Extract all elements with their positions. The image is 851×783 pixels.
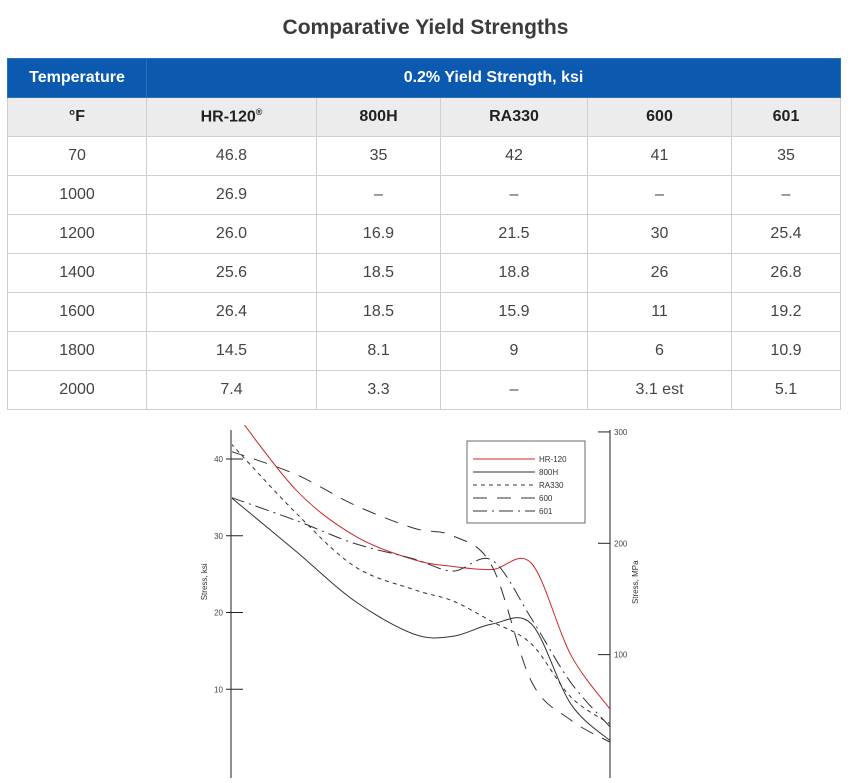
temperature-cell: 1000 bbox=[7, 175, 147, 215]
alloy-header-row: °F HR-120® 800H RA330 600 601 bbox=[7, 97, 841, 137]
value-cell: 3.3 bbox=[316, 370, 441, 410]
legend-label: 800H bbox=[539, 468, 558, 477]
temperature-cell: 70 bbox=[7, 136, 147, 176]
value-cell: 7.4 bbox=[146, 370, 317, 410]
right-tick-label: 300 bbox=[614, 428, 628, 437]
alloy-header-601: 601 bbox=[731, 97, 841, 137]
temperature-cell: 1400 bbox=[7, 253, 147, 293]
value-cell: 35 bbox=[316, 136, 441, 176]
alloy-name: 600 bbox=[646, 108, 673, 125]
series-line-601 bbox=[232, 497, 610, 728]
table-row: 2000 7.4 3.3–3.1 est 5.1 bbox=[7, 370, 841, 410]
temperature-cell: 1600 bbox=[7, 292, 147, 332]
series-line-800h bbox=[232, 497, 610, 742]
value-cell: 10.9 bbox=[731, 331, 841, 371]
temperature-cell: 1200 bbox=[7, 214, 147, 254]
chart-svg: 10 20 30 40 100 200 300 Stress, ksi Stress, MPa H… bbox=[200, 425, 640, 778]
page-title: Comparative Yield Strengths bbox=[282, 16, 569, 39]
y-axis-right-title: Stress, MPa bbox=[631, 560, 640, 604]
unit-header: °F bbox=[7, 97, 147, 137]
left-tick-label: 10 bbox=[214, 685, 223, 694]
value-cell: 26 bbox=[587, 253, 732, 293]
value-cell: 15.9 bbox=[440, 292, 588, 332]
value-cell: 41 bbox=[587, 136, 732, 176]
value-cell: 42 bbox=[440, 136, 588, 176]
value-cell: – bbox=[440, 175, 588, 215]
alloy-name: 800H bbox=[359, 108, 398, 125]
alloy-header-hr-120: HR-120® bbox=[146, 97, 317, 137]
alloy-header-800h: 800H bbox=[316, 97, 441, 137]
value-cell: – bbox=[316, 175, 441, 215]
value-cell: 30 bbox=[587, 214, 732, 254]
temperature-cell: 1800 bbox=[7, 331, 147, 371]
yield-strength-table: Temperature 0.2% Yield Strength, ksi °F … bbox=[7, 58, 841, 410]
value-cell: 18.5 bbox=[316, 253, 441, 293]
value-cell: 21.5 bbox=[440, 214, 588, 254]
value-cell: 26.4 bbox=[146, 292, 317, 332]
left-tick-label: 30 bbox=[214, 532, 223, 541]
value-cell: 3.1 est bbox=[587, 370, 732, 410]
value-cell: 26.0 bbox=[146, 214, 317, 254]
value-cell: – bbox=[587, 175, 732, 215]
value-cell: 8.1 bbox=[316, 331, 441, 371]
table-row: 70 46.8 35 42 41 35 bbox=[7, 136, 841, 176]
value-cell: 11 bbox=[587, 292, 732, 332]
value-cell: 26.8 bbox=[731, 253, 841, 293]
alloy-name: RA330 bbox=[489, 108, 539, 125]
table-row: 1800 14.5 8.1 9 6 10.9 bbox=[7, 331, 841, 371]
value-cell: 16.9 bbox=[316, 214, 441, 254]
right-tick-label: 100 bbox=[614, 651, 628, 660]
series-line-hr-120 bbox=[243, 425, 610, 710]
table-row: 1400 25.6 18.5 18.8 26 26.8 bbox=[7, 253, 841, 293]
legend-label: 600 bbox=[539, 494, 553, 503]
table-header-row: Temperature 0.2% Yield Strength, ksi bbox=[7, 58, 841, 98]
legend-label: RA330 bbox=[539, 481, 564, 490]
value-cell: 6 bbox=[587, 331, 732, 371]
value-cell: 14.5 bbox=[146, 331, 317, 371]
value-cell: 18.5 bbox=[316, 292, 441, 332]
left-tick-label: 20 bbox=[214, 609, 223, 618]
alloy-name: 601 bbox=[772, 108, 800, 125]
table-row: 1600 26.4 18.5 15.9 11 19.2 bbox=[7, 292, 841, 332]
value-cell: 5.1 bbox=[731, 370, 841, 410]
table-row: 1200 26.0 16.9 21.5 30 25.4 bbox=[7, 214, 841, 254]
value-cell: 18.8 bbox=[440, 253, 588, 293]
legend-box bbox=[466, 440, 586, 524]
value-cell: 25.4 bbox=[731, 214, 841, 254]
alloy-header-600: 600 bbox=[587, 97, 732, 137]
alloy-name: HR-120 bbox=[200, 108, 256, 126]
value-cell: 35 bbox=[731, 136, 841, 176]
right-tick-label: 200 bbox=[614, 539, 628, 548]
value-cell: 9 bbox=[440, 331, 588, 371]
yield-strength-chart: 10 20 30 40 100 200 300 Stress, ksi Stress, MPa H… bbox=[195, 425, 665, 778]
alloy-header-ra330: RA330 bbox=[440, 97, 588, 137]
table-body: 70 46.8 35 42 41 35 1000 26.9– – – –1200 26.0 16.9 21… bbox=[7, 136, 841, 410]
legend-label: HR-120 bbox=[539, 455, 567, 464]
table-row: 1000 26.9– – – – bbox=[7, 175, 841, 215]
value-cell: – bbox=[440, 370, 588, 410]
value-cell: – bbox=[731, 175, 841, 215]
temperature-header: Temperature bbox=[7, 58, 147, 98]
registered-mark: ® bbox=[255, 107, 263, 118]
y-axis-title: Stress, ksi bbox=[200, 563, 209, 600]
left-tick-label: 40 bbox=[214, 455, 223, 464]
value-cell: 19.2 bbox=[731, 292, 841, 332]
value-cell: 46.8 bbox=[146, 136, 317, 176]
temperature-cell: 2000 bbox=[7, 370, 147, 410]
value-cell: 25.6 bbox=[146, 253, 317, 293]
legend-label: 601 bbox=[539, 507, 553, 516]
series-line-ra330 bbox=[232, 444, 610, 725]
yield-strength-group-header: 0.2% Yield Strength, ksi bbox=[146, 58, 841, 98]
value-cell: 26.9 bbox=[146, 175, 317, 215]
